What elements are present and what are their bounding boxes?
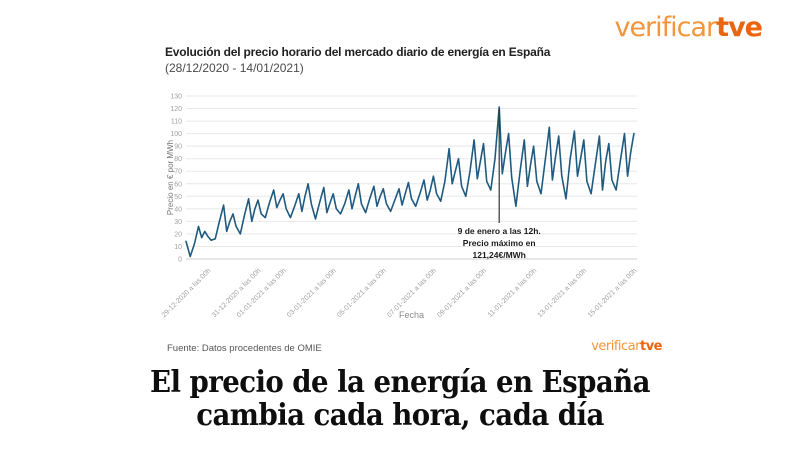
y-tick-label: 30 xyxy=(174,219,182,226)
y-tick-label: 90 xyxy=(174,144,182,151)
chart-title: Evolución del precio horario del mercado… xyxy=(165,45,551,59)
x-tick-label: 05-01-2021 a las 00h xyxy=(336,267,388,319)
y-tick-label: 0 xyxy=(178,257,182,264)
x-tick-label: 13-01-2021 a las 00h xyxy=(537,267,589,319)
y-tick-label: 100 xyxy=(170,131,182,138)
x-axis-title: Fecha xyxy=(399,310,424,320)
x-tick-label: 11-01-2021 a las 00h xyxy=(487,267,538,318)
y-tick-label: 60 xyxy=(174,181,182,188)
logo-prefix-text: verificar xyxy=(614,12,717,43)
annotation-text-line: 9 de enero a las 12h. xyxy=(458,226,541,236)
verificartve-logo: verificartve xyxy=(614,12,763,43)
x-tick-label: 03-01-2021 a las 00h xyxy=(286,267,338,319)
price-line-chart: 0 10 20 30 40 50 60 70 80 90 100 110 120 130 29-12-202… xyxy=(161,75,665,325)
y-tick-label: 20 xyxy=(174,231,182,238)
x-tick-label: 09-01-2021 a las 00h xyxy=(436,267,488,319)
chart-subtitle: (28/12/2020 - 14/01/2021) xyxy=(165,61,304,75)
y-tick-label: 40 xyxy=(174,206,182,213)
y-tick-label: 50 xyxy=(174,194,182,201)
headline-line-1: El precio de la energía en España xyxy=(149,365,651,400)
y-tick-label: 130 xyxy=(170,94,182,101)
chart-source: Fuente: Datos procedentes de OMIE xyxy=(167,343,322,354)
headline: El precio de la energía en España cambia… xyxy=(32,366,768,432)
price-line xyxy=(185,106,635,258)
chart-card: Evolución del precio horario del mercado… xyxy=(165,45,665,75)
y-axis-title: Precio en € por MWh xyxy=(166,140,175,215)
logo-prefix-text: verificar xyxy=(591,339,640,354)
annotation-text-line: Precio máximo en xyxy=(463,238,536,248)
y-tick-label: 110 xyxy=(171,119,182,126)
y-tick-label: 70 xyxy=(174,169,182,176)
x-tick-label: 15-01-2021 a las 00h xyxy=(587,267,639,319)
logo-suffix-text: tve xyxy=(639,339,663,354)
x-tick-label: 01-01-2021 a las 00h xyxy=(236,267,288,319)
headline-line-2: cambia cada hora, cada día xyxy=(196,398,604,433)
y-tick-label: 120 xyxy=(170,106,182,113)
annotation-text-line: 121,24€/MWh xyxy=(472,250,525,260)
y-tick-label: 10 xyxy=(174,244,182,251)
y-tick-label: 80 xyxy=(174,156,182,163)
x-tick-label: 29-12-2020 a las 00h xyxy=(161,267,213,319)
logo-suffix-text: tve xyxy=(716,12,763,43)
verificartve-logo-small: verificartve xyxy=(591,339,662,354)
x-tick-label: 31-12-2020 a las 00h xyxy=(211,267,263,319)
chart-svg: 0 10 20 30 40 50 60 70 80 90 100 110 120 130 29-12-202… xyxy=(161,94,639,321)
